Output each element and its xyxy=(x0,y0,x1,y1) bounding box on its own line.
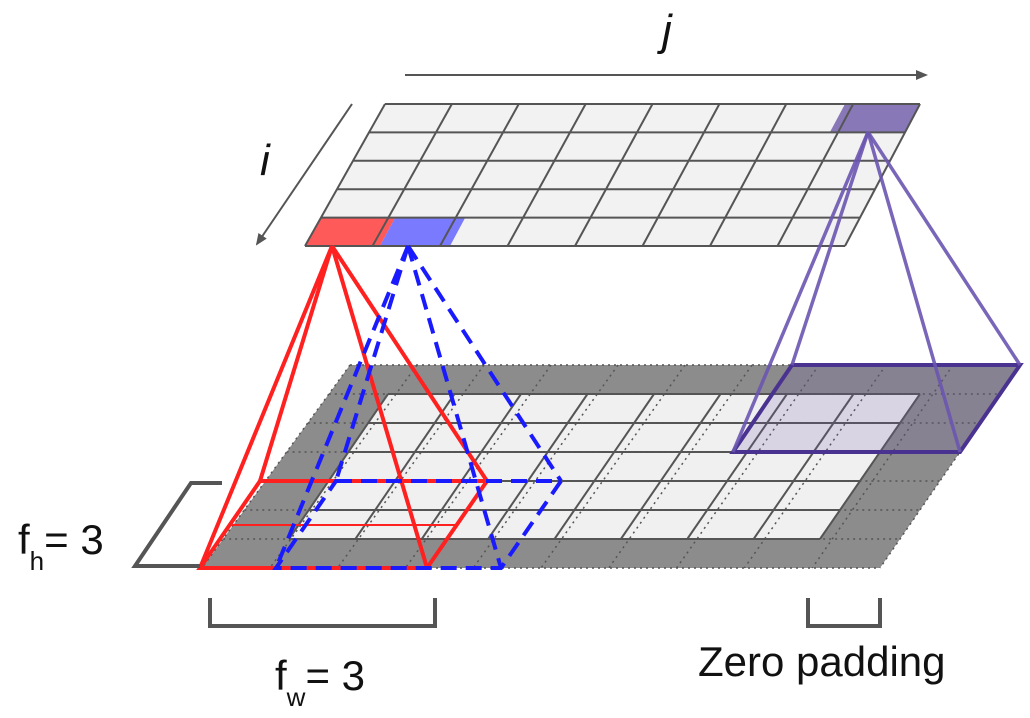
fh-label: fh= 3 xyxy=(18,516,104,576)
fh-value: = 3 xyxy=(44,516,104,563)
fw-value: = 3 xyxy=(305,652,365,699)
zero-padding-bracket xyxy=(808,598,880,626)
zero-padding-label: Zero padding xyxy=(698,638,946,685)
j-axis-label: j xyxy=(657,6,673,55)
svg-text:fh= 3: fh= 3 xyxy=(18,516,104,576)
fw-letter: f xyxy=(275,652,287,699)
i-axis-label: i xyxy=(260,136,271,185)
purple-edge-3 xyxy=(868,132,1020,365)
fh-letter: f xyxy=(18,516,30,563)
fw-label: fw= 3 xyxy=(275,652,365,712)
fh-subscript: h xyxy=(30,546,44,576)
svg-text:fw= 3: fw= 3 xyxy=(275,652,365,712)
fw-bracket xyxy=(210,598,435,626)
fw-subscript: w xyxy=(286,682,306,712)
